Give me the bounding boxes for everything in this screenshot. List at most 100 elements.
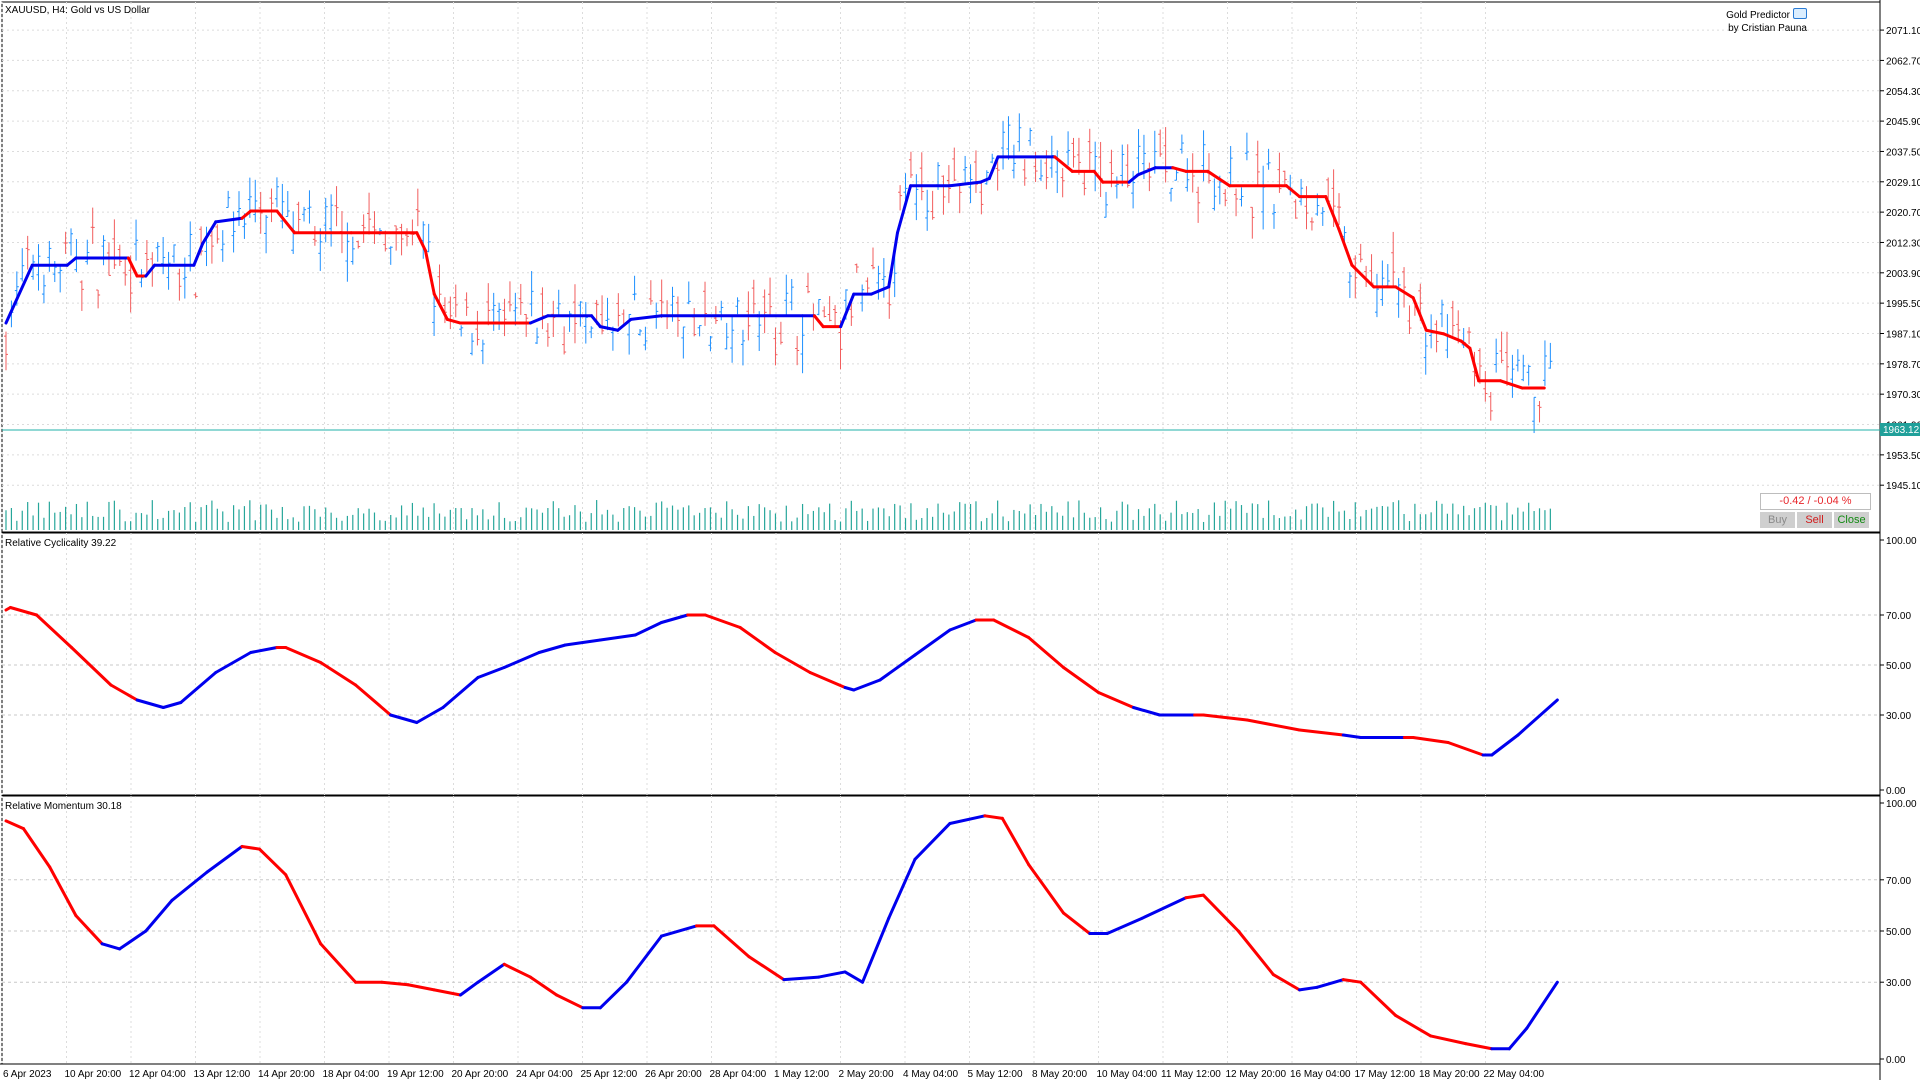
bear-bar [1309,217,1314,231]
bear-bar [112,219,117,269]
x-tick-label: 28 Apr 04:00 [710,1069,767,1080]
bull-bar [155,242,160,262]
bear-bar [518,283,523,315]
x-tick-label: 16 May 04:00 [1290,1069,1351,1080]
trend-line-segment [445,317,462,325]
bull-bar [69,228,74,256]
x-tick-label: 18 May 20:00 [1419,1069,1480,1080]
sell-button[interactable]: Sell [1797,512,1832,528]
indicator2-title: Relative Momentum 30.18 [5,801,122,812]
bull-bar [632,275,637,301]
bear-bar [751,279,756,314]
trend-line-segment [1468,346,1481,383]
bull-bar [139,269,144,288]
bull-bar [1423,332,1428,375]
cyclicality-line-segment [878,653,917,682]
bull-bar [1136,129,1141,173]
bear-bar [1537,401,1542,423]
bull-bar [876,265,881,300]
cyclicality-line-segment [109,683,139,702]
bear-bar [177,268,182,301]
bear-bar [502,298,507,337]
bear-bar [296,201,301,234]
momentum-line-segment [118,929,148,951]
bear-bar [394,225,399,251]
x-tick-label: 25 Apr 12:00 [581,1069,638,1080]
bear-bar [1087,128,1092,170]
bear-bar [941,175,946,215]
bear-bar [822,306,827,318]
bear-bar [1250,206,1255,239]
bear-bar [1304,186,1309,230]
cyclicality-line-segment [70,646,113,687]
cyclicality-line-segment [537,643,567,654]
cyclicality-line-segment [354,683,393,717]
bear-bar [865,277,870,294]
bear-bar [4,331,8,371]
bull-bar [881,258,886,298]
x-tick-label: 11 May 12:00 [1161,1069,1221,1080]
bear-bar [372,211,377,244]
trend-line-segment [1442,332,1463,343]
bull-bar [318,228,323,271]
bull-bar [583,302,588,344]
bull-bar [226,190,231,208]
bull-bar [643,326,648,351]
trend-line-segment [201,220,218,246]
bear-bar [1353,255,1358,299]
bull-bar [1011,144,1016,179]
trend-line-segment [1337,227,1354,267]
x-tick-label: 10 Apr 20:00 [65,1069,122,1080]
price-tick-label: 1953.50 [1886,451,1920,462]
x-tick-label: 24 Apr 04:00 [516,1069,573,1080]
bull-bar [41,274,46,304]
momentum-line-segment [170,870,209,902]
cyclicality-line-segment [8,606,39,617]
bear-bar [768,277,773,315]
bear-bar [193,292,198,299]
x-tick-label: 18 Apr 04:00 [323,1069,380,1080]
bull-bar [757,311,762,351]
momentum-line-segment [1298,985,1319,992]
bear-bar [898,185,903,211]
trend-line-segment [1499,379,1524,390]
trend-line-segment [887,231,899,289]
bear-bar [334,186,339,227]
bear-bar [117,244,122,266]
cyclicality-line-segment [389,713,419,724]
bear-bar [562,326,567,355]
trend-line-segment [1053,155,1074,173]
bear-bar [1467,327,1472,345]
price-change-box: -0.42 / -0.04 % [1760,493,1871,510]
momentum-line-segment [502,962,532,979]
bull-bar [85,239,90,265]
bear-bar [762,289,767,334]
bear-bar [96,289,101,309]
trend-line-segment [812,314,825,329]
bull-bar [1548,342,1553,369]
current-price-tag [1880,423,1920,436]
bear-bar [486,283,491,326]
momentum-line-segment [284,873,323,946]
x-tick-label: 22 May 04:00 [1484,1069,1545,1080]
cyclicality-line-segment [161,701,183,709]
trend-line-segment [616,317,633,332]
bear-bar [258,191,263,234]
bull-bar [274,177,279,208]
bear-bar [312,226,317,246]
momentum-line-segment [555,993,585,1010]
cyclicality-line-segment [1027,636,1066,669]
trend-line-segment [415,231,428,253]
bear-bar [648,280,653,305]
trend-line-segment [869,285,891,296]
bear-bar [1391,231,1396,288]
trend-line-segment [1171,166,1188,173]
close-button[interactable]: Close [1834,512,1869,528]
bull-bar [166,251,171,290]
momentum-line-segment [144,898,174,933]
cyclicality-line-segment [319,661,358,687]
buy-button[interactable]: Buy [1760,512,1795,528]
bull-bar [1526,364,1531,386]
bull-bar [535,327,540,345]
